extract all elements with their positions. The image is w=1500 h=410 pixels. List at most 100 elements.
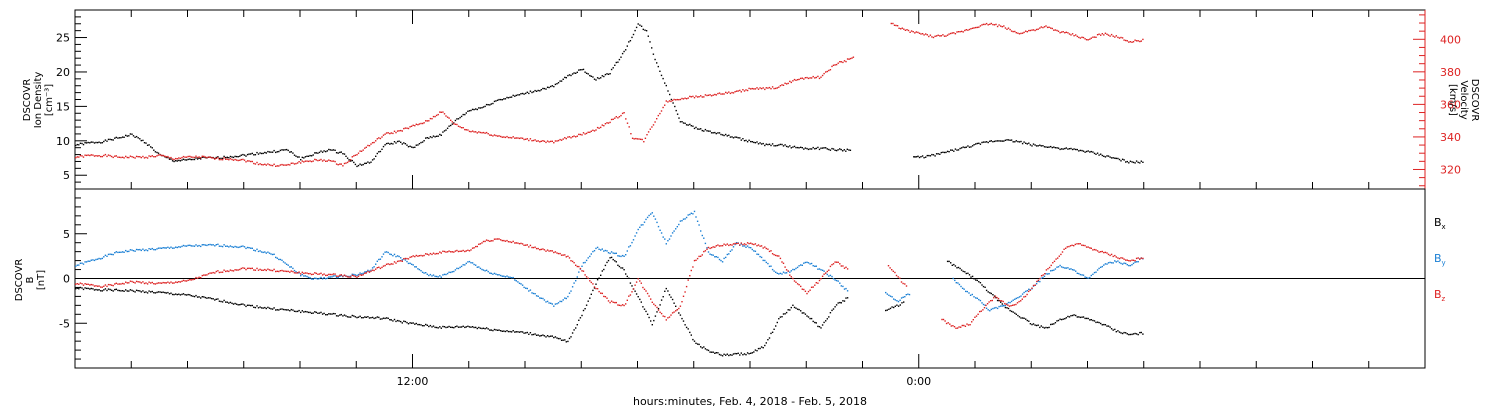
velocity-point (790, 81, 792, 84)
by-point (376, 260, 378, 262)
ion-density-point (371, 159, 374, 161)
velocity-point (931, 36, 933, 38)
bx-point (171, 293, 174, 296)
bx-point (1140, 331, 1142, 334)
ion-density-point (710, 132, 713, 134)
bz-point (340, 274, 342, 276)
bz-point (628, 295, 630, 297)
by-point (198, 244, 200, 247)
ion-density-point (832, 148, 835, 150)
by-point (905, 294, 907, 296)
bz-point (720, 245, 722, 247)
bx-point (320, 311, 322, 314)
by-point (689, 213, 691, 216)
ion-density-point (462, 113, 464, 116)
velocity-point (267, 163, 269, 165)
ion-density-point (295, 155, 297, 157)
ion-density-point (460, 115, 463, 118)
by-point (573, 282, 575, 284)
bz-point (162, 281, 164, 284)
ion-density-point (173, 160, 175, 163)
ion-density-point (510, 96, 513, 98)
by-point (754, 250, 757, 252)
ion-density-point (718, 132, 721, 134)
bz-point (807, 290, 810, 293)
bx-point (493, 328, 496, 331)
bx-point (651, 324, 653, 326)
bz-point (742, 243, 744, 246)
bz-point (685, 285, 688, 288)
bz-point (765, 247, 767, 250)
by-point (969, 294, 972, 296)
by-point (481, 268, 483, 271)
bx-point (345, 315, 347, 317)
bz-point (900, 281, 903, 283)
ion-density-point (470, 109, 472, 112)
ion-density-point (226, 156, 228, 158)
bz-point (1026, 293, 1028, 296)
ion-density-point (1096, 152, 1099, 154)
bz-point (1068, 245, 1070, 248)
by-point (785, 272, 788, 274)
bz-point (567, 255, 569, 257)
ion-density-point (493, 100, 496, 103)
ion-density-point (434, 136, 436, 138)
velocity-point (279, 164, 282, 166)
bx-point (95, 288, 97, 291)
bx-point (692, 338, 694, 341)
bx-point (1121, 332, 1124, 335)
by-point (129, 249, 132, 251)
bx-point (1082, 316, 1085, 318)
bx-point (325, 314, 327, 316)
ion-density-point (225, 156, 227, 159)
bx-point (418, 323, 421, 326)
bz-point (621, 304, 624, 306)
by-point (493, 272, 496, 275)
bz-point (767, 248, 769, 250)
ion-density-point (971, 145, 974, 147)
bx-point (967, 272, 969, 274)
velocity-point (284, 164, 286, 166)
velocity-point (839, 61, 841, 63)
by-point (442, 274, 444, 276)
by-point (206, 244, 208, 247)
velocity-point (378, 137, 380, 139)
bz-point (1092, 249, 1094, 251)
by-point (843, 288, 846, 290)
bz-point (660, 312, 663, 315)
velocity-point (1037, 28, 1039, 30)
by-point (82, 263, 85, 265)
ion-density-point (573, 72, 575, 74)
velocity-point (571, 136, 574, 138)
bx-point (723, 353, 725, 355)
velocity-point (239, 159, 241, 161)
velocity-point (945, 35, 947, 37)
by-point (271, 253, 274, 256)
bx-point (903, 301, 905, 303)
by-point (287, 264, 289, 266)
by-point (995, 306, 997, 309)
by-point (1125, 262, 1127, 265)
bx-point (962, 270, 964, 273)
by-point (181, 245, 183, 248)
bz-point (284, 270, 286, 272)
by-point (617, 255, 619, 257)
ion-density-point (420, 141, 422, 144)
by-point (693, 210, 696, 213)
velocity-point (667, 101, 669, 103)
bx-point (671, 298, 674, 301)
velocity-point (207, 156, 210, 158)
velocity-point (1075, 34, 1077, 36)
bx-point (618, 265, 621, 268)
velocity-point (757, 88, 760, 90)
bx-point (556, 337, 558, 339)
velocity-point (87, 154, 89, 156)
by-point (354, 274, 357, 276)
velocity-point (707, 94, 710, 96)
bx-point (1037, 324, 1039, 326)
bx-point (548, 335, 550, 338)
bx-point (273, 307, 275, 309)
velocity-point (1031, 29, 1033, 31)
ion-density-point (132, 135, 135, 137)
velocity-point (706, 94, 708, 97)
